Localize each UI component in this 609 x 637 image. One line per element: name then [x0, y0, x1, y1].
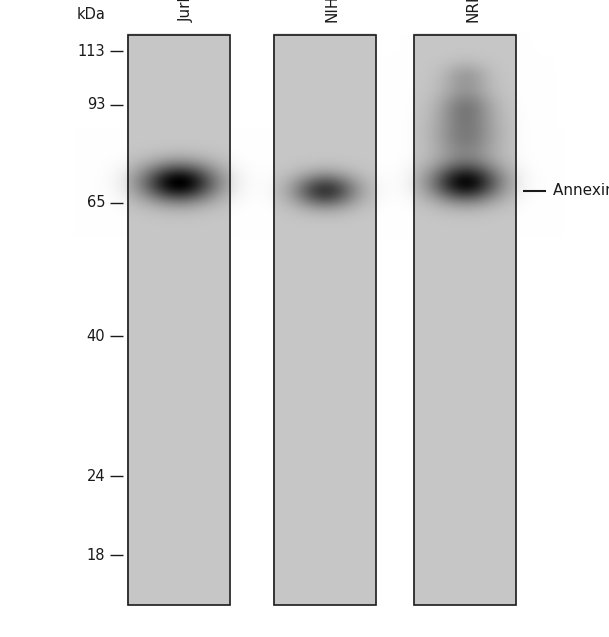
Text: 113: 113	[78, 44, 105, 59]
Text: 93: 93	[87, 97, 105, 112]
Text: 40: 40	[87, 329, 105, 344]
Bar	[128, 34, 230, 605]
Text: Annexin A6: Annexin A6	[553, 183, 609, 198]
Text: NIH-3T3: NIH-3T3	[325, 0, 340, 22]
Bar	[414, 34, 516, 605]
Text: kDa: kDa	[77, 8, 105, 22]
Text: 24: 24	[87, 469, 105, 484]
Text: Jurkat: Jurkat	[179, 0, 194, 22]
Text: 65: 65	[87, 196, 105, 210]
Text: NRK: NRK	[465, 0, 481, 22]
Bar	[274, 34, 376, 605]
Text: 18: 18	[87, 548, 105, 563]
